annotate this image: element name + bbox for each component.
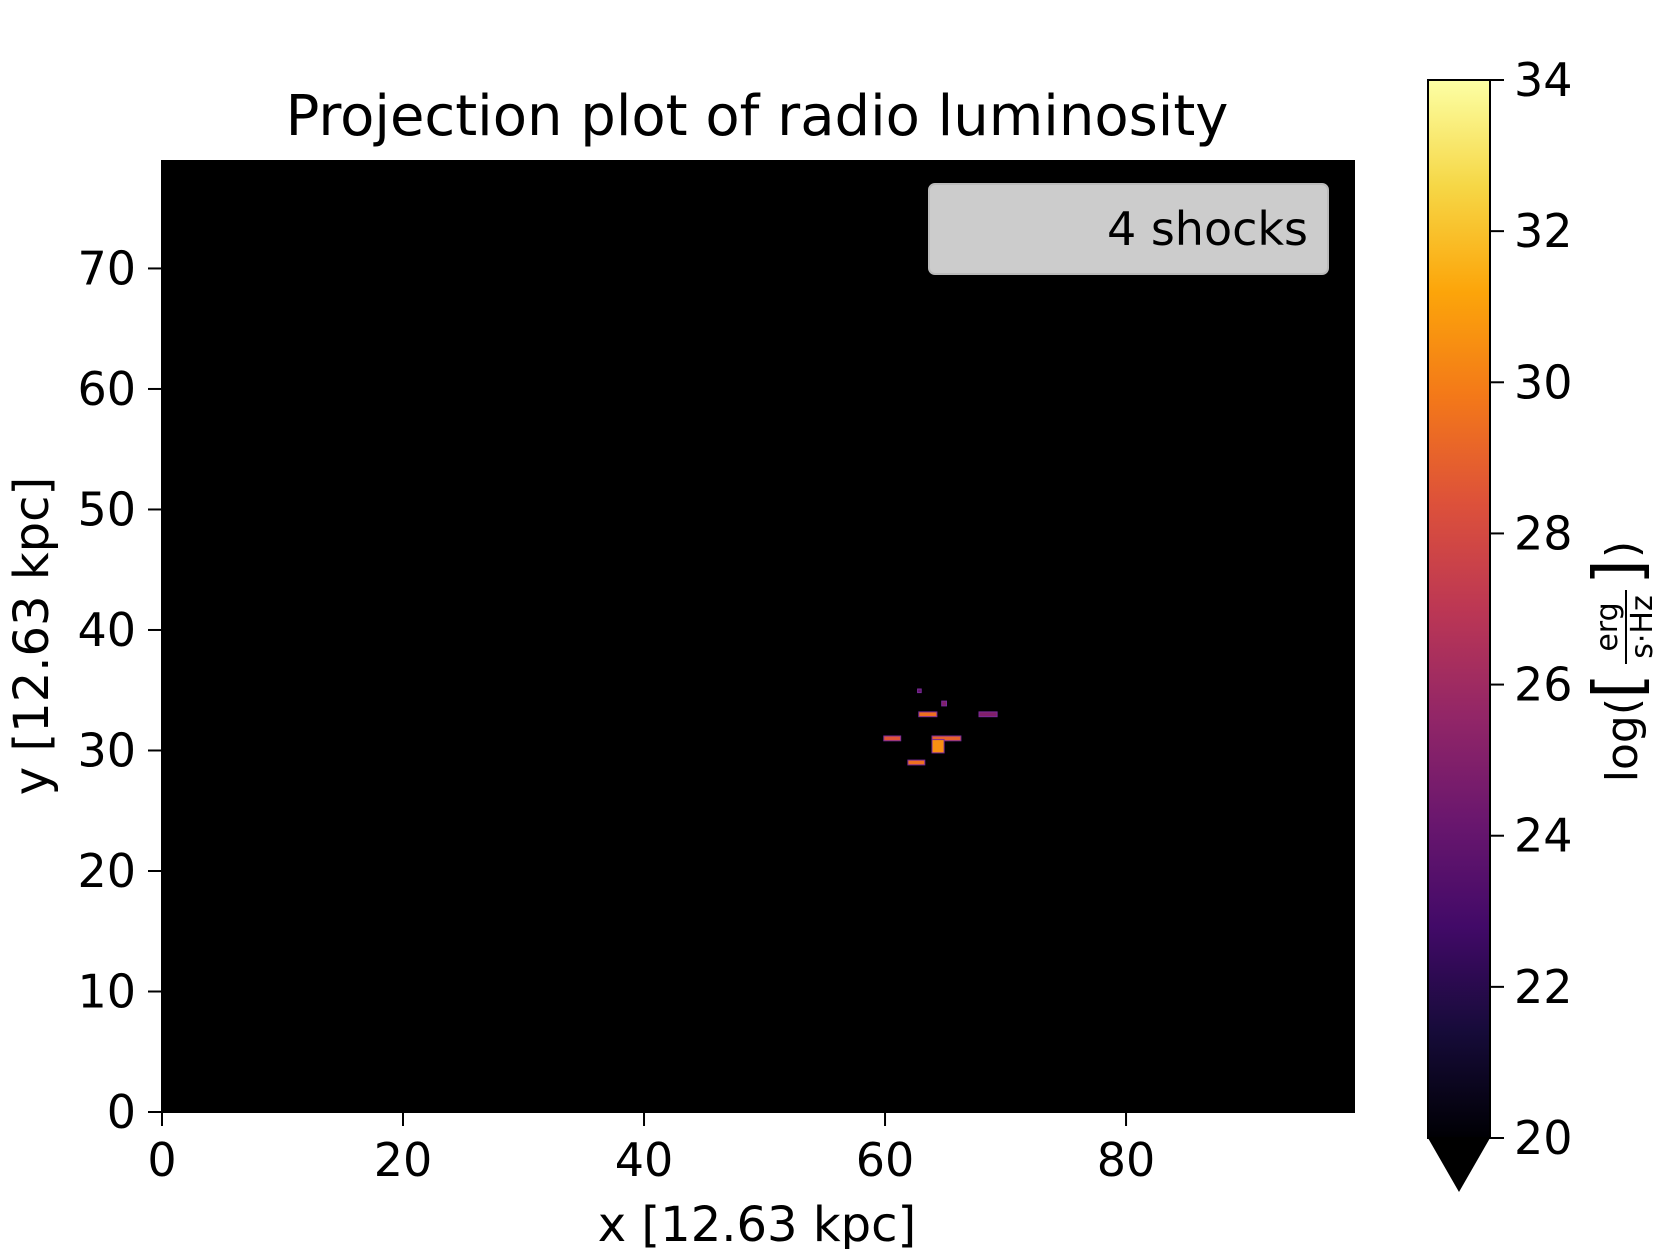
- y-tick-label: 10: [77, 964, 136, 1018]
- chart-title: Projection plot of radio luminosity: [286, 84, 1229, 149]
- colorbar-tick-label: 34: [1514, 53, 1573, 107]
- y-axis-label: y [12.63 kpc]: [4, 477, 60, 795]
- shock-feature: [883, 735, 902, 742]
- colorbar-label: log( [ erg s·Hz ] ): [1579, 541, 1660, 782]
- colorbar-tick-label: 26: [1514, 658, 1573, 712]
- colorbar-gradient: [1427, 79, 1491, 1139]
- x-tick-label: 40: [615, 1133, 674, 1187]
- x-axis-label: x [12.63 kpc]: [598, 1197, 916, 1249]
- x-tick-label: 80: [1097, 1133, 1156, 1187]
- shock-feature: [918, 711, 938, 718]
- shock-feature: [917, 688, 922, 694]
- shock-feature: [907, 759, 926, 766]
- colorbar-tick-label: 30: [1514, 355, 1573, 409]
- colorbar-tick-label: 32: [1514, 204, 1573, 258]
- x-tick-label: 20: [374, 1133, 433, 1187]
- y-tick-label: 0: [107, 1085, 136, 1139]
- x-tick-label: 60: [856, 1133, 915, 1187]
- shock-feature: [931, 739, 945, 754]
- colorbar-label-bracket-close: ]: [1579, 559, 1656, 585]
- shock-features: [883, 688, 998, 766]
- y-tick-label: 70: [77, 241, 136, 295]
- colorbar-label-prefix: log(: [1597, 698, 1648, 782]
- plot-area: [162, 160, 1355, 1112]
- colorbar-label-units-top: erg: [1590, 602, 1625, 651]
- shock-feature: [941, 700, 948, 707]
- y-axis: 0 10 20 30 40 50 60 70: [77, 160, 163, 1139]
- colorbar-extend-min: [1428, 1138, 1490, 1192]
- colorbar-label-bracket-open: [: [1579, 673, 1656, 699]
- shock-feature: [978, 711, 998, 718]
- colorbar-label-units-bottom: s·Hz: [1625, 595, 1660, 658]
- colorbar-ticks: 20 22 24 26 28 30 32 34: [1490, 53, 1573, 1165]
- legend-label: 4 shocks: [1107, 202, 1308, 256]
- y-tick-label: 60: [77, 362, 136, 416]
- colorbar-tick-label: 28: [1514, 506, 1573, 560]
- y-tick-label: 30: [77, 723, 136, 777]
- colorbar-tick-label: 20: [1514, 1111, 1573, 1165]
- colorbar: 20 22 24 26 28 30 32 34: [1427, 53, 1573, 1192]
- y-tick-label: 50: [77, 482, 136, 536]
- y-tick-label: 20: [77, 844, 136, 898]
- x-tick-label: 0: [147, 1133, 176, 1187]
- x-axis: 0 20 40 60 80: [147, 1111, 1355, 1187]
- colorbar-label-suffix: ): [1597, 541, 1648, 558]
- colorbar-tick-label: 24: [1514, 809, 1573, 863]
- y-tick-label: 40: [77, 603, 136, 657]
- shock-feature: [931, 735, 962, 742]
- colorbar-tick-label: 22: [1514, 960, 1573, 1014]
- legend-box: [928, 183, 1329, 275]
